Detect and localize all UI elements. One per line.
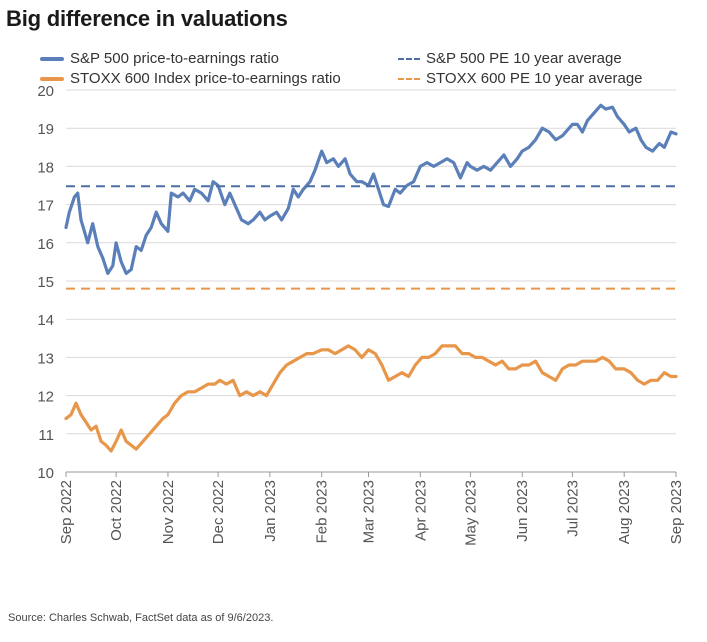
x-tick-label-6: Mar 2023: [360, 480, 377, 543]
x-tick-label-3: Dec 2022: [210, 480, 227, 544]
pe-ratio-line-chart: 10 11 12 13 14 15 16 17 18 19 20 Sep 2022 Oct 2022 No…: [37, 83, 685, 546]
chart-legend: S&P 500 price-to-earnings ratio S&P 500 …: [0, 46, 707, 96]
legend-swatch-stoxx-pe: [40, 76, 64, 81]
y-tick-label-19: 19: [37, 121, 54, 138]
x-tick-label-5: Feb 2023: [314, 480, 331, 543]
legend-swatch-sp500-pe: [40, 56, 64, 61]
series-1-line: [64, 344, 678, 453]
y-tick-label-12: 12: [37, 389, 54, 406]
legend-label-stoxx-pe: STOXX 600 Index price-to-earnings ratio: [70, 70, 341, 87]
legend-label-sp500-pe: S&P 500 price-to-earnings ratio: [70, 50, 280, 67]
y-tick-label-16: 16: [37, 236, 54, 253]
chart-title: Big difference in valuations: [6, 6, 288, 31]
y-tick-label-11: 11: [38, 427, 54, 444]
y-tick-label-18: 18: [37, 159, 54, 176]
y-tick-label-10: 10: [37, 465, 54, 482]
legend-swatch-stoxx-avg: [398, 77, 420, 80]
x-tick-label-9: Jun 2023: [514, 480, 531, 542]
legend-label-sp500-avg: S&P 500 PE 10 year average: [426, 50, 622, 67]
y-tick-label-20: 20: [37, 83, 54, 100]
x-tick-label-12: Sep 2023: [668, 480, 685, 544]
legend-item-sp500-avg: S&P 500 PE 10 year average: [398, 50, 622, 67]
source-note: Source: Charles Schwab, FactSet data as …: [8, 612, 274, 624]
legend-label-stoxx-avg: STOXX 600 PE 10 year average: [426, 70, 643, 87]
x-tick-label-4: Jan 2023: [262, 480, 279, 542]
y-tick-label-15: 15: [37, 274, 54, 291]
x-tick-label-1: Oct 2022: [108, 480, 125, 541]
x-tick-label-0: Sep 2022: [58, 480, 75, 544]
legend-item-sp500-pe: S&P 500 price-to-earnings ratio: [40, 50, 279, 67]
x-tick-label-7: Apr 2023: [412, 480, 429, 541]
x-tick-label-10: Jul 2023: [564, 480, 581, 537]
y-tick-label-13: 13: [37, 350, 54, 367]
legend-item-stoxx-pe: STOXX 600 Index price-to-earnings ratio: [40, 70, 341, 87]
series-0-line: [64, 103, 678, 275]
y-tick-label-14: 14: [37, 312, 54, 329]
x-tick-label-8: May 2023: [462, 480, 479, 546]
y-tick-label-17: 17: [37, 198, 54, 215]
x-tick-label-11: Aug 2023: [616, 480, 633, 544]
legend-item-stoxx-avg: STOXX 600 PE 10 year average: [398, 70, 643, 87]
legend-swatch-sp500-avg: [398, 57, 420, 60]
x-tick-label-2: Nov 2022: [160, 480, 177, 544]
